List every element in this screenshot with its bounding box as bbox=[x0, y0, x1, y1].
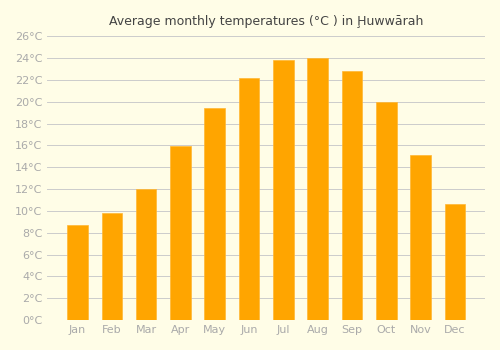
Bar bbox=[238, 78, 260, 320]
Bar bbox=[444, 204, 465, 320]
Bar bbox=[342, 71, 362, 320]
Title: Average monthly temperatures (°C ) in Ḩuwwārah: Average monthly temperatures (°C ) in Ḩu… bbox=[109, 15, 424, 28]
Bar bbox=[410, 155, 431, 320]
Bar bbox=[136, 189, 156, 320]
Bar bbox=[204, 108, 225, 320]
Bar bbox=[170, 146, 190, 320]
Bar bbox=[308, 58, 328, 320]
Bar bbox=[376, 102, 396, 320]
Bar bbox=[102, 213, 122, 320]
Bar bbox=[273, 60, 293, 320]
Bar bbox=[68, 225, 88, 320]
